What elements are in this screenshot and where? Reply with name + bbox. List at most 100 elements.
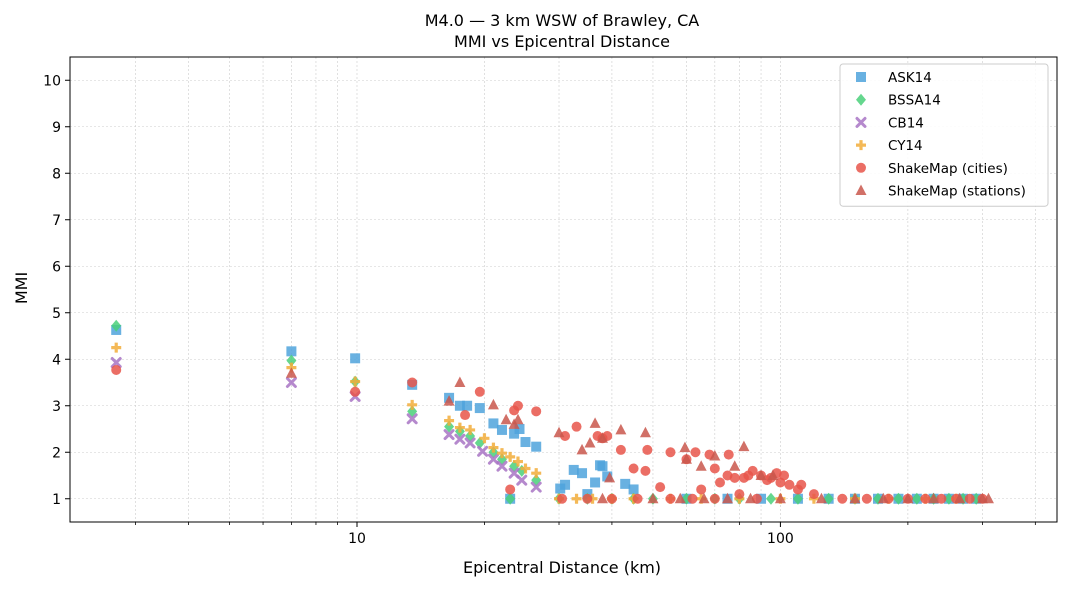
data-point	[604, 471, 616, 483]
data-point	[514, 424, 525, 434]
legend-label: BSSA14	[888, 93, 941, 109]
data-point	[723, 449, 734, 460]
data-point	[729, 460, 741, 471]
data-point	[531, 468, 542, 479]
y-tick-label: 10	[43, 73, 61, 89]
data-point	[454, 422, 465, 433]
data-point	[665, 447, 676, 458]
data-point	[530, 481, 542, 493]
data-point	[516, 474, 528, 486]
data-point	[632, 493, 643, 504]
data-point	[665, 493, 676, 504]
data-point	[734, 489, 745, 500]
data-point	[755, 469, 767, 480]
data-point	[479, 433, 490, 444]
series-5	[285, 367, 994, 504]
data-point	[893, 492, 904, 505]
data-point	[111, 342, 122, 353]
data-point	[849, 492, 861, 504]
data-point	[709, 449, 721, 461]
data-point	[111, 364, 122, 375]
data-point	[745, 492, 757, 504]
data-point	[784, 479, 795, 490]
data-point	[709, 463, 720, 474]
data-point	[487, 398, 499, 410]
data-point	[628, 484, 639, 495]
data-point	[779, 470, 790, 481]
data-point	[596, 492, 608, 504]
data-point	[488, 442, 499, 453]
data-point	[642, 444, 653, 455]
legend-marker	[856, 140, 866, 151]
data-point	[571, 493, 582, 504]
data-point	[406, 413, 418, 425]
data-point	[512, 400, 523, 411]
data-point	[553, 426, 565, 438]
data-point	[943, 492, 954, 505]
chart-subtitle: MMI vs Epicentral Distance	[454, 32, 670, 51]
x-axis-label: Epicentral Distance (km)	[463, 558, 661, 577]
y-tick-label: 3	[52, 399, 61, 415]
data-point	[690, 447, 701, 458]
data-point	[582, 493, 593, 504]
y-tick-label: 1	[52, 492, 61, 508]
legend-marker	[855, 116, 867, 128]
data-point	[557, 493, 568, 504]
data-point	[964, 493, 975, 504]
data-point	[767, 469, 779, 480]
data-point	[443, 395, 455, 406]
data-point	[597, 461, 608, 472]
data-point	[462, 400, 473, 411]
legend-label: ShakeMap (cities)	[888, 161, 1008, 177]
y-tick-label: 6	[52, 259, 61, 275]
legend-box	[839, 63, 1049, 207]
data-point	[444, 420, 455, 433]
data-point	[571, 421, 582, 432]
data-point	[698, 492, 710, 504]
data-point	[647, 492, 659, 504]
data-point	[474, 386, 485, 397]
plot-frame	[69, 56, 1058, 523]
data-point	[407, 399, 418, 410]
data-point	[531, 441, 542, 452]
data-point	[576, 443, 588, 455]
data-point	[464, 437, 476, 449]
data-point	[679, 441, 691, 453]
data-point	[496, 424, 507, 435]
data-point	[454, 400, 465, 411]
data-point	[474, 436, 485, 449]
data-point	[954, 492, 966, 504]
data-point	[285, 377, 297, 388]
data-point	[465, 424, 476, 435]
data-point	[531, 406, 542, 417]
data-point	[474, 403, 485, 414]
data-point	[796, 479, 807, 490]
data-point	[928, 492, 940, 504]
data-point	[792, 492, 803, 505]
series-1	[111, 319, 982, 505]
data-point	[568, 464, 579, 475]
data-point	[350, 376, 361, 387]
data-point	[747, 465, 758, 476]
data-point	[877, 492, 889, 504]
data-point	[286, 354, 297, 367]
data-point	[407, 377, 418, 388]
data-point	[444, 415, 455, 426]
data-point	[111, 319, 122, 332]
data-point	[590, 477, 601, 488]
data-point	[982, 492, 994, 504]
legend-marker	[856, 162, 866, 173]
series-0	[111, 324, 982, 504]
data-point	[615, 444, 626, 455]
data-point	[696, 484, 707, 495]
data-point	[738, 440, 750, 452]
data-point	[722, 492, 734, 504]
chart-title: M4.0 — 3 km WSW of Brawley, CA	[425, 11, 700, 30]
x-tick-label: 10	[348, 531, 366, 547]
legend-label: CB14	[888, 115, 924, 131]
data-point	[443, 429, 455, 441]
data-point	[674, 492, 686, 504]
data-point	[596, 432, 608, 443]
